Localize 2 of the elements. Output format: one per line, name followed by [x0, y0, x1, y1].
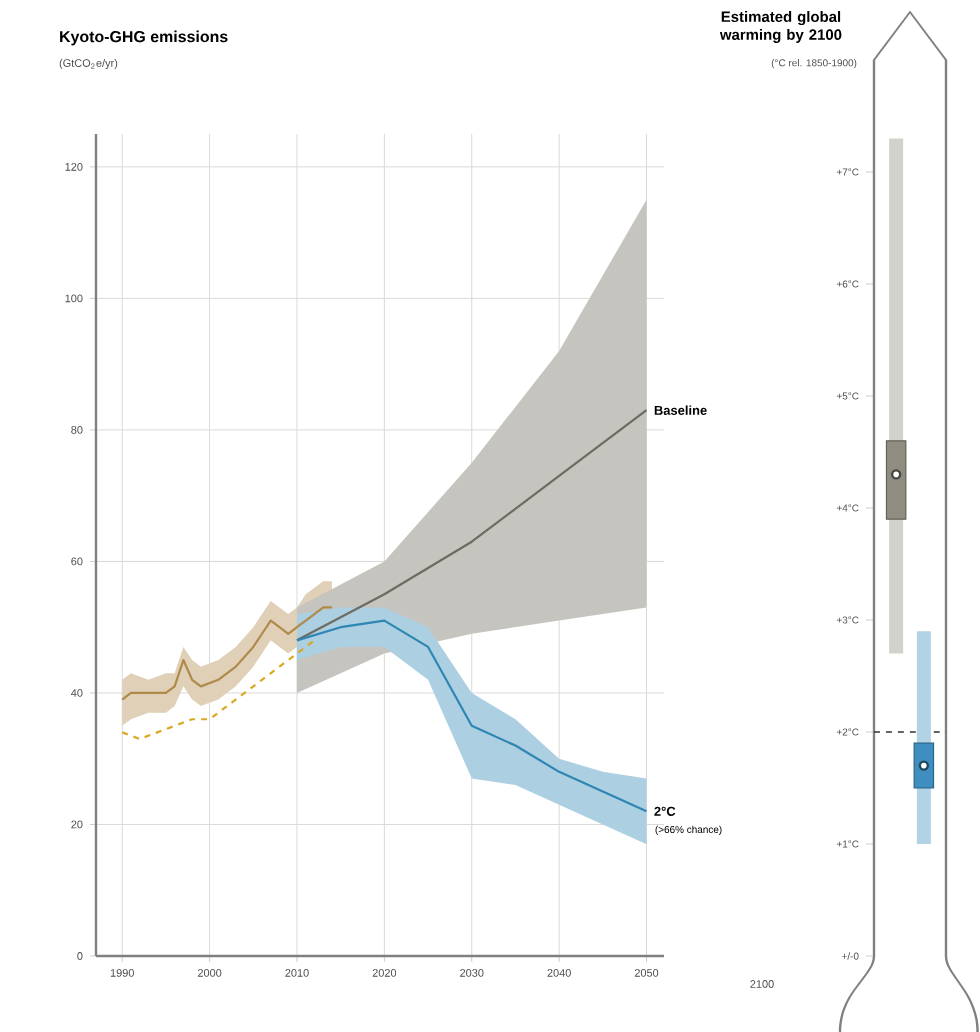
- line-series: [295, 409, 648, 642]
- line-series: [295, 619, 648, 813]
